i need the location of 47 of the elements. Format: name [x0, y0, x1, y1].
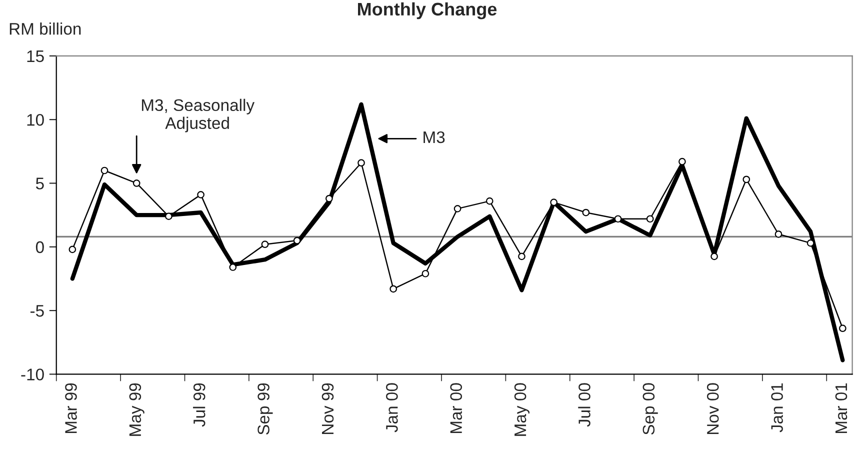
y-tick-label: -10: [21, 368, 44, 380]
point: [132, 180, 140, 187]
x-tick-label: May 99: [129, 383, 144, 436]
point: [646, 215, 654, 223]
x-tick-label: Jan 00: [386, 383, 398, 432]
y-tick-label: 15: [27, 50, 44, 62]
x-tick-label: Mar 00: [450, 383, 462, 434]
point: [806, 239, 814, 247]
point: [197, 191, 204, 198]
x-tick-label: May 00: [514, 383, 530, 436]
point: [582, 208, 590, 216]
point: [742, 176, 750, 184]
point: [390, 285, 398, 293]
x-tick-label: Jul 00: [578, 383, 590, 427]
chart-title: Monthly Change: [358, 2, 497, 20]
y-axis-title: RM billion: [10, 22, 81, 35]
point: [165, 212, 172, 220]
point: [358, 159, 365, 167]
y-tick-label: 10: [27, 114, 44, 126]
point: [68, 246, 76, 254]
point: [678, 158, 686, 166]
x-tick-label: Jan 01: [771, 383, 783, 432]
legend-label: M3: [424, 131, 445, 144]
y-tick-label: 5: [36, 178, 44, 190]
point: [486, 197, 494, 205]
y-tick-label: 0: [36, 241, 44, 254]
x-tick-label: Sep 00: [642, 383, 658, 435]
y-tick-label: -5: [30, 305, 44, 317]
x-tick-label: Nov 99: [322, 383, 334, 434]
point: [229, 264, 237, 271]
point: [710, 252, 718, 260]
x-tick-label: Nov 00: [706, 383, 719, 434]
point: [422, 270, 430, 278]
point: [261, 240, 269, 248]
point: [293, 236, 301, 244]
text: M3, Seasonally Adjusted: [142, 98, 255, 132]
x-tick-label: Mar 01: [835, 383, 848, 434]
point: [774, 230, 782, 238]
x-tick-label: Jul 99: [193, 383, 206, 427]
point: [614, 215, 622, 223]
point: [838, 324, 846, 332]
point: [454, 205, 462, 212]
x-tick-label: Sep 99: [258, 383, 273, 435]
x-tick-label: Mar 99: [65, 383, 77, 434]
point: [518, 252, 526, 260]
point: [100, 166, 108, 174]
point: [325, 194, 333, 202]
